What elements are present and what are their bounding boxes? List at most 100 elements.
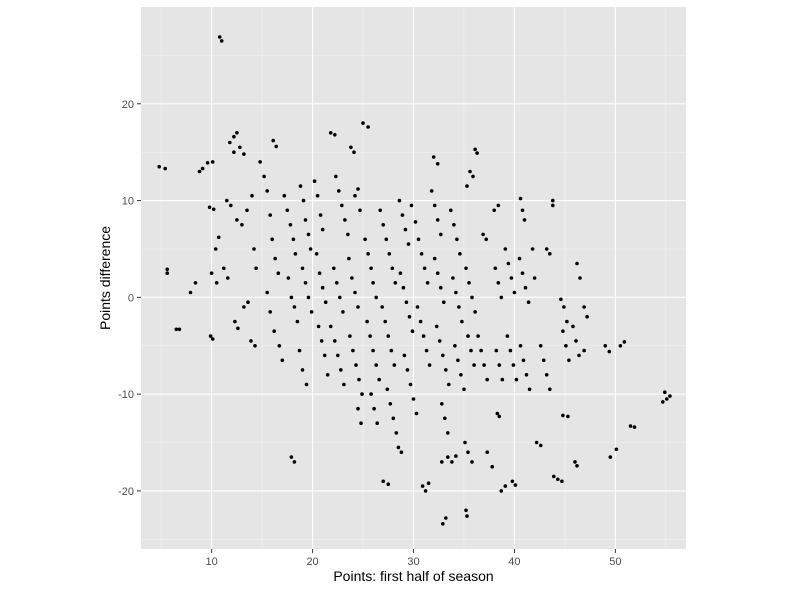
- data-point: [213, 247, 218, 251]
- data-point: [434, 324, 439, 329]
- data-point: [490, 464, 495, 469]
- data-point: [245, 208, 249, 213]
- data-point: [473, 147, 477, 152]
- data-point: [464, 266, 468, 271]
- data-point: [499, 295, 504, 300]
- data-point: [521, 358, 526, 363]
- data-points: [157, 35, 672, 526]
- data-point: [465, 514, 469, 518]
- data-point: [518, 196, 523, 201]
- data-point: [317, 271, 322, 276]
- y-tick-label: 10: [122, 196, 134, 208]
- data-point: [289, 455, 294, 459]
- data-point: [399, 450, 404, 455]
- data-point: [469, 348, 473, 353]
- data-point: [200, 166, 205, 171]
- data-point: [356, 187, 360, 191]
- data-point: [371, 348, 375, 353]
- data-point: [368, 334, 372, 338]
- data-point: [422, 266, 427, 271]
- data-point: [585, 314, 589, 319]
- data-point: [442, 300, 446, 305]
- data-point: [551, 198, 555, 203]
- data-point: [358, 208, 362, 213]
- data-point: [320, 285, 325, 290]
- data-point: [222, 266, 226, 271]
- data-point: [564, 344, 568, 348]
- data-point: [396, 445, 401, 450]
- data-point: [384, 237, 389, 242]
- data-point: [441, 522, 445, 526]
- data-point: [427, 363, 432, 367]
- data-point: [473, 310, 477, 314]
- data-point: [465, 184, 469, 188]
- data-point: [471, 174, 475, 179]
- data-point: [551, 203, 555, 208]
- data-point: [295, 319, 300, 324]
- data-point: [308, 247, 313, 251]
- data-point: [454, 454, 458, 458]
- data-point: [408, 382, 413, 387]
- data-point: [383, 319, 388, 324]
- data-point: [506, 261, 511, 266]
- data-point: [418, 319, 423, 324]
- data-point: [514, 377, 519, 382]
- data-point: [366, 125, 370, 129]
- data-point: [249, 339, 253, 343]
- data-point: [273, 256, 278, 261]
- data-point: [381, 223, 386, 227]
- data-point: [270, 237, 275, 242]
- data-point: [391, 416, 396, 421]
- data-point: [492, 208, 497, 213]
- data-point: [663, 390, 667, 395]
- data-point: [291, 237, 296, 242]
- data-point: [566, 414, 570, 419]
- x-tick-label: 30: [407, 556, 419, 568]
- data-point: [628, 424, 633, 428]
- data-point: [444, 516, 448, 520]
- data-point: [210, 160, 215, 164]
- data-point: [495, 411, 500, 416]
- data-point: [328, 324, 333, 329]
- data-point: [503, 484, 508, 488]
- data-point: [232, 150, 236, 154]
- y-tick-label: 0: [128, 292, 134, 304]
- data-point: [457, 305, 461, 309]
- data-point: [335, 281, 339, 285]
- data-point: [485, 450, 490, 455]
- data-point: [460, 319, 464, 324]
- data-point: [410, 329, 415, 334]
- data-point: [306, 232, 311, 237]
- y-tick-label: 20: [122, 99, 134, 111]
- data-point: [548, 252, 552, 256]
- data-point: [575, 261, 579, 266]
- data-point: [210, 337, 215, 341]
- data-point: [510, 479, 515, 484]
- data-point: [665, 397, 669, 401]
- data-point: [303, 281, 308, 285]
- data-point: [458, 252, 462, 256]
- data-point: [304, 382, 309, 387]
- data-point: [333, 133, 337, 137]
- data-point: [253, 344, 257, 348]
- data-point: [235, 131, 239, 135]
- data-point: [306, 295, 311, 300]
- data-point: [456, 358, 460, 363]
- data-point: [300, 266, 305, 271]
- data-point: [505, 334, 510, 338]
- data-point: [618, 344, 623, 348]
- data-point: [226, 276, 230, 280]
- data-point: [276, 271, 281, 276]
- data-point: [285, 208, 290, 213]
- data-point: [157, 164, 161, 169]
- data-point: [208, 334, 213, 338]
- y-axis-ticks: -20 -10 0 10 20: [118, 99, 141, 498]
- data-point: [452, 223, 456, 227]
- data-point: [538, 344, 543, 348]
- data-point: [481, 232, 485, 237]
- data-point: [333, 339, 337, 343]
- data-point: [297, 348, 302, 353]
- data-point: [575, 464, 579, 468]
- data-point: [466, 334, 470, 338]
- data-point: [431, 155, 436, 159]
